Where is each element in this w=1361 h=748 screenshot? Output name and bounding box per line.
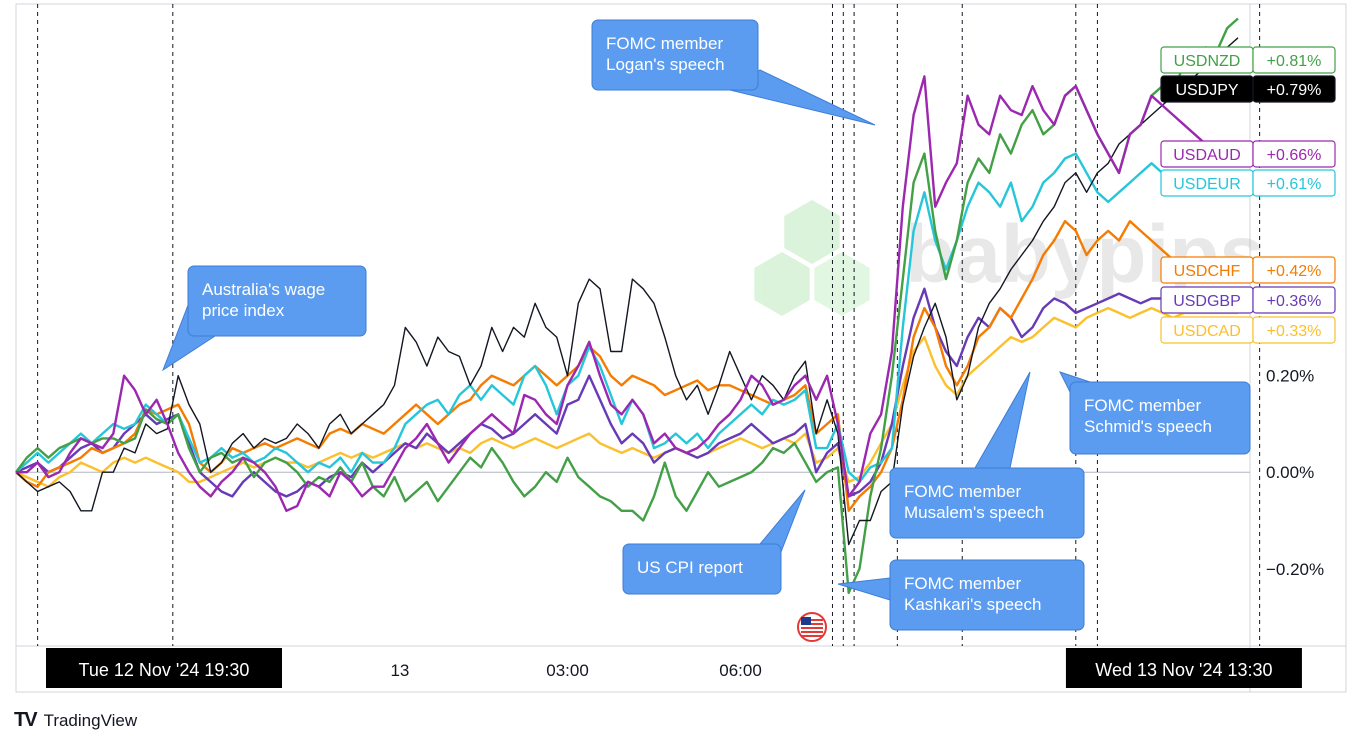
tag-usdchf: USDCHF +0.42% xyxy=(1160,256,1336,284)
watermark-cube-left xyxy=(754,252,810,316)
callout-pointer-3 xyxy=(974,371,1031,469)
series-line-usdaud xyxy=(16,75,1239,512)
tag-name-usdchf: USDCHF xyxy=(1174,263,1241,280)
watermark-cube-right xyxy=(814,252,870,316)
tag-value-box-usdeur xyxy=(1252,169,1336,197)
tag-value-box-usdcad xyxy=(1252,316,1336,344)
y-tick-0: 0.20% xyxy=(1266,367,1314,386)
callout-2-line-1: Schmid's speech xyxy=(1084,417,1212,436)
callout-3-line-0: FOMC member xyxy=(904,482,1021,501)
tag-name-usdeur: USDEUR xyxy=(1173,176,1241,193)
callout-box-0 xyxy=(591,19,759,91)
callout-3-line-1: Musalem's speech xyxy=(904,503,1044,522)
callout-2-line-0: FOMC member xyxy=(1084,396,1201,415)
callout-4: US CPI report xyxy=(622,489,806,595)
callout-5-line-0: FOMC member xyxy=(904,574,1021,593)
callout-0-line-0: FOMC member xyxy=(606,34,723,53)
tag-value-usdjpy: +0.79% xyxy=(1267,82,1322,99)
tag-value-usdgbp: +0.36% xyxy=(1267,293,1322,310)
tag-value-box-usdnzd xyxy=(1252,46,1336,74)
tag-name-usdaud: USDAUD xyxy=(1173,147,1241,164)
tag-value-usdaud: +0.66% xyxy=(1267,147,1322,164)
tag-value-usdnzd: +0.81% xyxy=(1267,53,1322,70)
x-tick-1: 13 xyxy=(390,661,409,680)
callout-0: FOMC member Logan's speech xyxy=(591,19,876,126)
tag-value-box-usdjpy xyxy=(1252,75,1336,103)
watermark-cube-top xyxy=(784,200,840,264)
series-line-usdeur xyxy=(15,152,1238,484)
callout-pointer-4 xyxy=(759,489,806,553)
y-tick-2: −0.20% xyxy=(1266,560,1324,579)
series-line-usdnzd xyxy=(15,17,1239,595)
tag-usdnzd: USDNZD +0.81% xyxy=(1160,46,1336,74)
tag-usdaud: USDAUD +0.66% xyxy=(1160,140,1336,168)
tag-name-usdjpy: USDJPY xyxy=(1175,82,1238,99)
us-event-marker xyxy=(797,612,827,642)
fx-performance-chart: babypips FOMC member Logan's speech Austral… xyxy=(15,3,1347,693)
callout-box-4 xyxy=(622,543,782,595)
tag-value-box-usdaud xyxy=(1252,140,1336,168)
tag-name-usdcad: USDCAD xyxy=(1173,323,1241,340)
us-flag-stripe-0 xyxy=(801,619,823,621)
tag-usdjpy: USDJPY +0.79% xyxy=(1160,75,1336,103)
tag-name-usdgbp: USDGBP xyxy=(1173,293,1241,310)
callout-1-line-1: price index xyxy=(202,301,285,320)
x-tick-bg-4 xyxy=(1065,648,1302,688)
watermark: babypips xyxy=(754,200,1265,316)
us-flag-canton xyxy=(801,617,811,625)
tag-value-usdcad: +0.33% xyxy=(1267,323,1322,340)
tag-usdcad: USDCAD +0.33% xyxy=(1160,316,1336,344)
us-flag-stripe-2 xyxy=(801,627,823,629)
tag-value-usdchf: +0.42% xyxy=(1267,263,1322,280)
x-tick-bg-0 xyxy=(46,648,282,688)
callout-5-line-1: Kashkari's speech xyxy=(904,595,1041,614)
x-tick-4: Wed 13 Nov '24 13:30 xyxy=(1095,660,1272,680)
tag-value-box-usdchf xyxy=(1252,256,1336,284)
callout-3: FOMC member Musalem's speech xyxy=(889,371,1085,539)
callout-1: Australia's wage price index xyxy=(161,265,367,372)
plot-frame xyxy=(15,3,1347,693)
callout-box-2 xyxy=(1069,381,1251,455)
footer: TV TradingView xyxy=(14,709,137,732)
x-tick-3: 06:00 xyxy=(719,661,762,680)
series-line-usdgbp xyxy=(15,287,1238,498)
us-flag-stripe-4 xyxy=(801,635,823,637)
callout-0-line-1: Logan's speech xyxy=(606,55,725,74)
tag-usdgbp: USDGBP +0.36% xyxy=(1160,286,1336,314)
callout-box-1 xyxy=(187,265,367,337)
x-tick-0: Tue 12 Nov '24 19:30 xyxy=(79,660,250,680)
callout-4-line-0: US CPI report xyxy=(637,558,743,577)
callout-5: FOMC member Kashkari's speech xyxy=(837,559,1085,631)
tag-value-usdeur: +0.61% xyxy=(1267,176,1322,193)
series-line-usdjpy xyxy=(15,37,1239,546)
callout-2: FOMC member Schmid's speech xyxy=(1059,371,1251,455)
x-tick-2: 03:00 xyxy=(546,661,589,680)
tag-name-usdnzd: USDNZD xyxy=(1174,53,1241,70)
callout-box-3 xyxy=(889,467,1085,539)
watermark-text: babypips xyxy=(905,209,1265,300)
callout-pointer-5 xyxy=(837,577,891,601)
callout-1-line-0: Australia's wage xyxy=(202,280,325,299)
y-tick-1: 0.00% xyxy=(1266,463,1314,482)
tradingview-brand: TradingView xyxy=(43,710,138,730)
callout-box-5 xyxy=(889,559,1085,631)
series-line-usdcad xyxy=(15,306,1238,488)
tag-usdeur: USDEUR +0.61% xyxy=(1160,169,1336,197)
us-flag-stripe-3 xyxy=(801,631,823,633)
tradingview-logo-icon: TV xyxy=(14,709,38,731)
tag-value-box-usdgbp xyxy=(1252,286,1336,314)
us-flag-stripe-1 xyxy=(801,623,823,625)
